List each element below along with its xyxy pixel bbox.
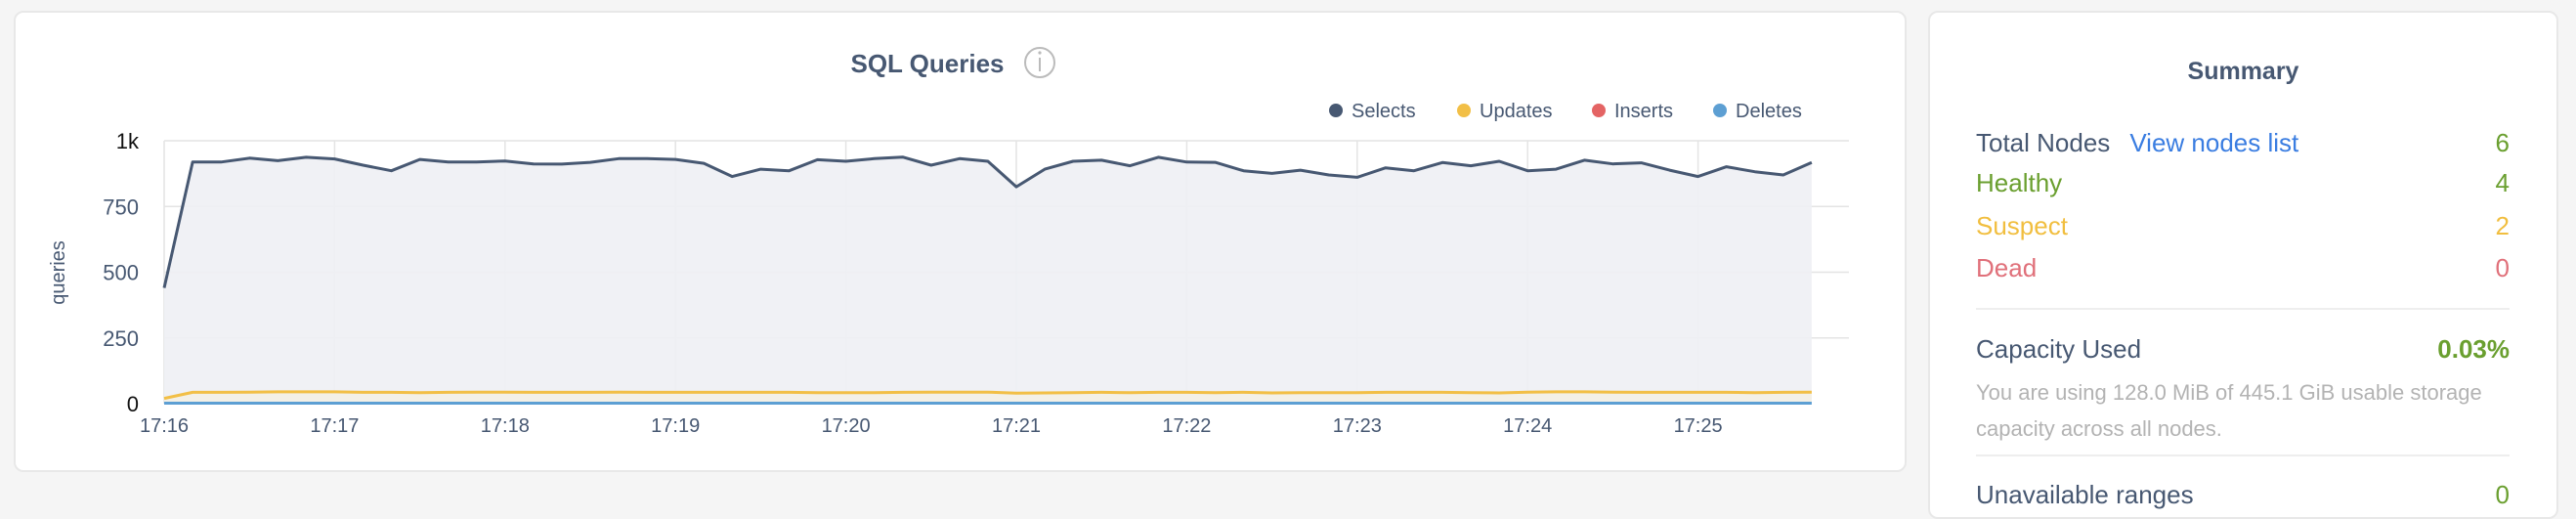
x-tick-label: 17:24 (1503, 415, 1552, 437)
legend-dot-inserts (1592, 104, 1606, 117)
healthy-value: 4 (2495, 168, 2510, 197)
legend-label-inserts: Inserts (1614, 101, 1673, 122)
suspect-value: 2 (2495, 211, 2510, 240)
total-nodes-label: Total Nodes (1976, 128, 2111, 157)
capacity-description: You are using 128.0 MiB of 445.1 GiB usa… (1976, 380, 2482, 441)
total-nodes-value: 6 (2495, 128, 2510, 157)
divider (1976, 308, 2510, 310)
legend-label-updates: Updates (1480, 101, 1553, 122)
suspect-row: Suspect 2 (1976, 211, 2510, 241)
healthy-row: Healthy 4 (1976, 168, 2510, 198)
area-selects (164, 156, 1812, 404)
x-tick-label: 17:21 (992, 415, 1041, 437)
sql-queries-chart: SQL Queries Selects Updates Inserts Deletes 0… (48, 47, 1849, 437)
legend-dot-deletes (1713, 104, 1727, 117)
healthy-label: Healthy (1976, 168, 2063, 197)
info-circle-icon[interactable] (1024, 47, 1055, 78)
line-selects (162, 155, 1813, 288)
legend-label-deletes: Deletes (1736, 101, 1802, 122)
dead-row: Dead 0 (1976, 253, 2510, 283)
y-tick-label: 0 (127, 392, 139, 416)
line-updates (163, 390, 1812, 401)
y-tick-label: 1k (116, 129, 140, 153)
y-tick-label: 750 (103, 195, 139, 219)
suspect-label: Suspect (1976, 211, 2068, 240)
capacity-value: 0.03% (2437, 334, 2510, 364)
y-tick-label: 500 (103, 261, 139, 285)
dead-label: Dead (1976, 253, 2038, 282)
info-icon-dot (1038, 51, 1042, 55)
legend-dot-updates (1457, 104, 1471, 117)
chart-title: SQL Queries (850, 49, 1004, 78)
x-tick-label: 17:20 (822, 415, 871, 437)
x-tick-label: 17:25 (1674, 415, 1723, 437)
sql-queries-card: SQL Queries Selects Updates Inserts Deletes 0… (14, 11, 1907, 472)
divider (1976, 454, 2510, 456)
legend-label-selects: Selects (1352, 101, 1416, 122)
x-tick-label: 17:18 (481, 415, 530, 437)
area-updates (164, 391, 1812, 404)
total-nodes-row: Total Nodes View nodes list 6 (1976, 128, 2510, 158)
capacity-label: Capacity Used (1976, 334, 2142, 364)
x-tick-label: 17:19 (651, 415, 700, 437)
summary-title: Summary (2187, 58, 2299, 85)
x-tick-label: 17:23 (1333, 415, 1382, 437)
x-tick-label: 17:16 (140, 415, 189, 437)
summary-card: Summary Total Nodes View nodes list 6 Hea… (1928, 11, 2558, 519)
capacity-row: Capacity Used 0.03% (1976, 334, 2510, 365)
legend-dot-selects (1329, 104, 1343, 117)
dead-value: 0 (2495, 253, 2510, 282)
view-nodes-list-link[interactable]: View nodes list (2129, 128, 2299, 157)
y-tick-label: 250 (103, 326, 139, 351)
y-axis-label: queries (48, 240, 69, 305)
x-tick-label: 17:22 (1162, 415, 1211, 437)
x-tick-label: 17:17 (310, 415, 359, 437)
